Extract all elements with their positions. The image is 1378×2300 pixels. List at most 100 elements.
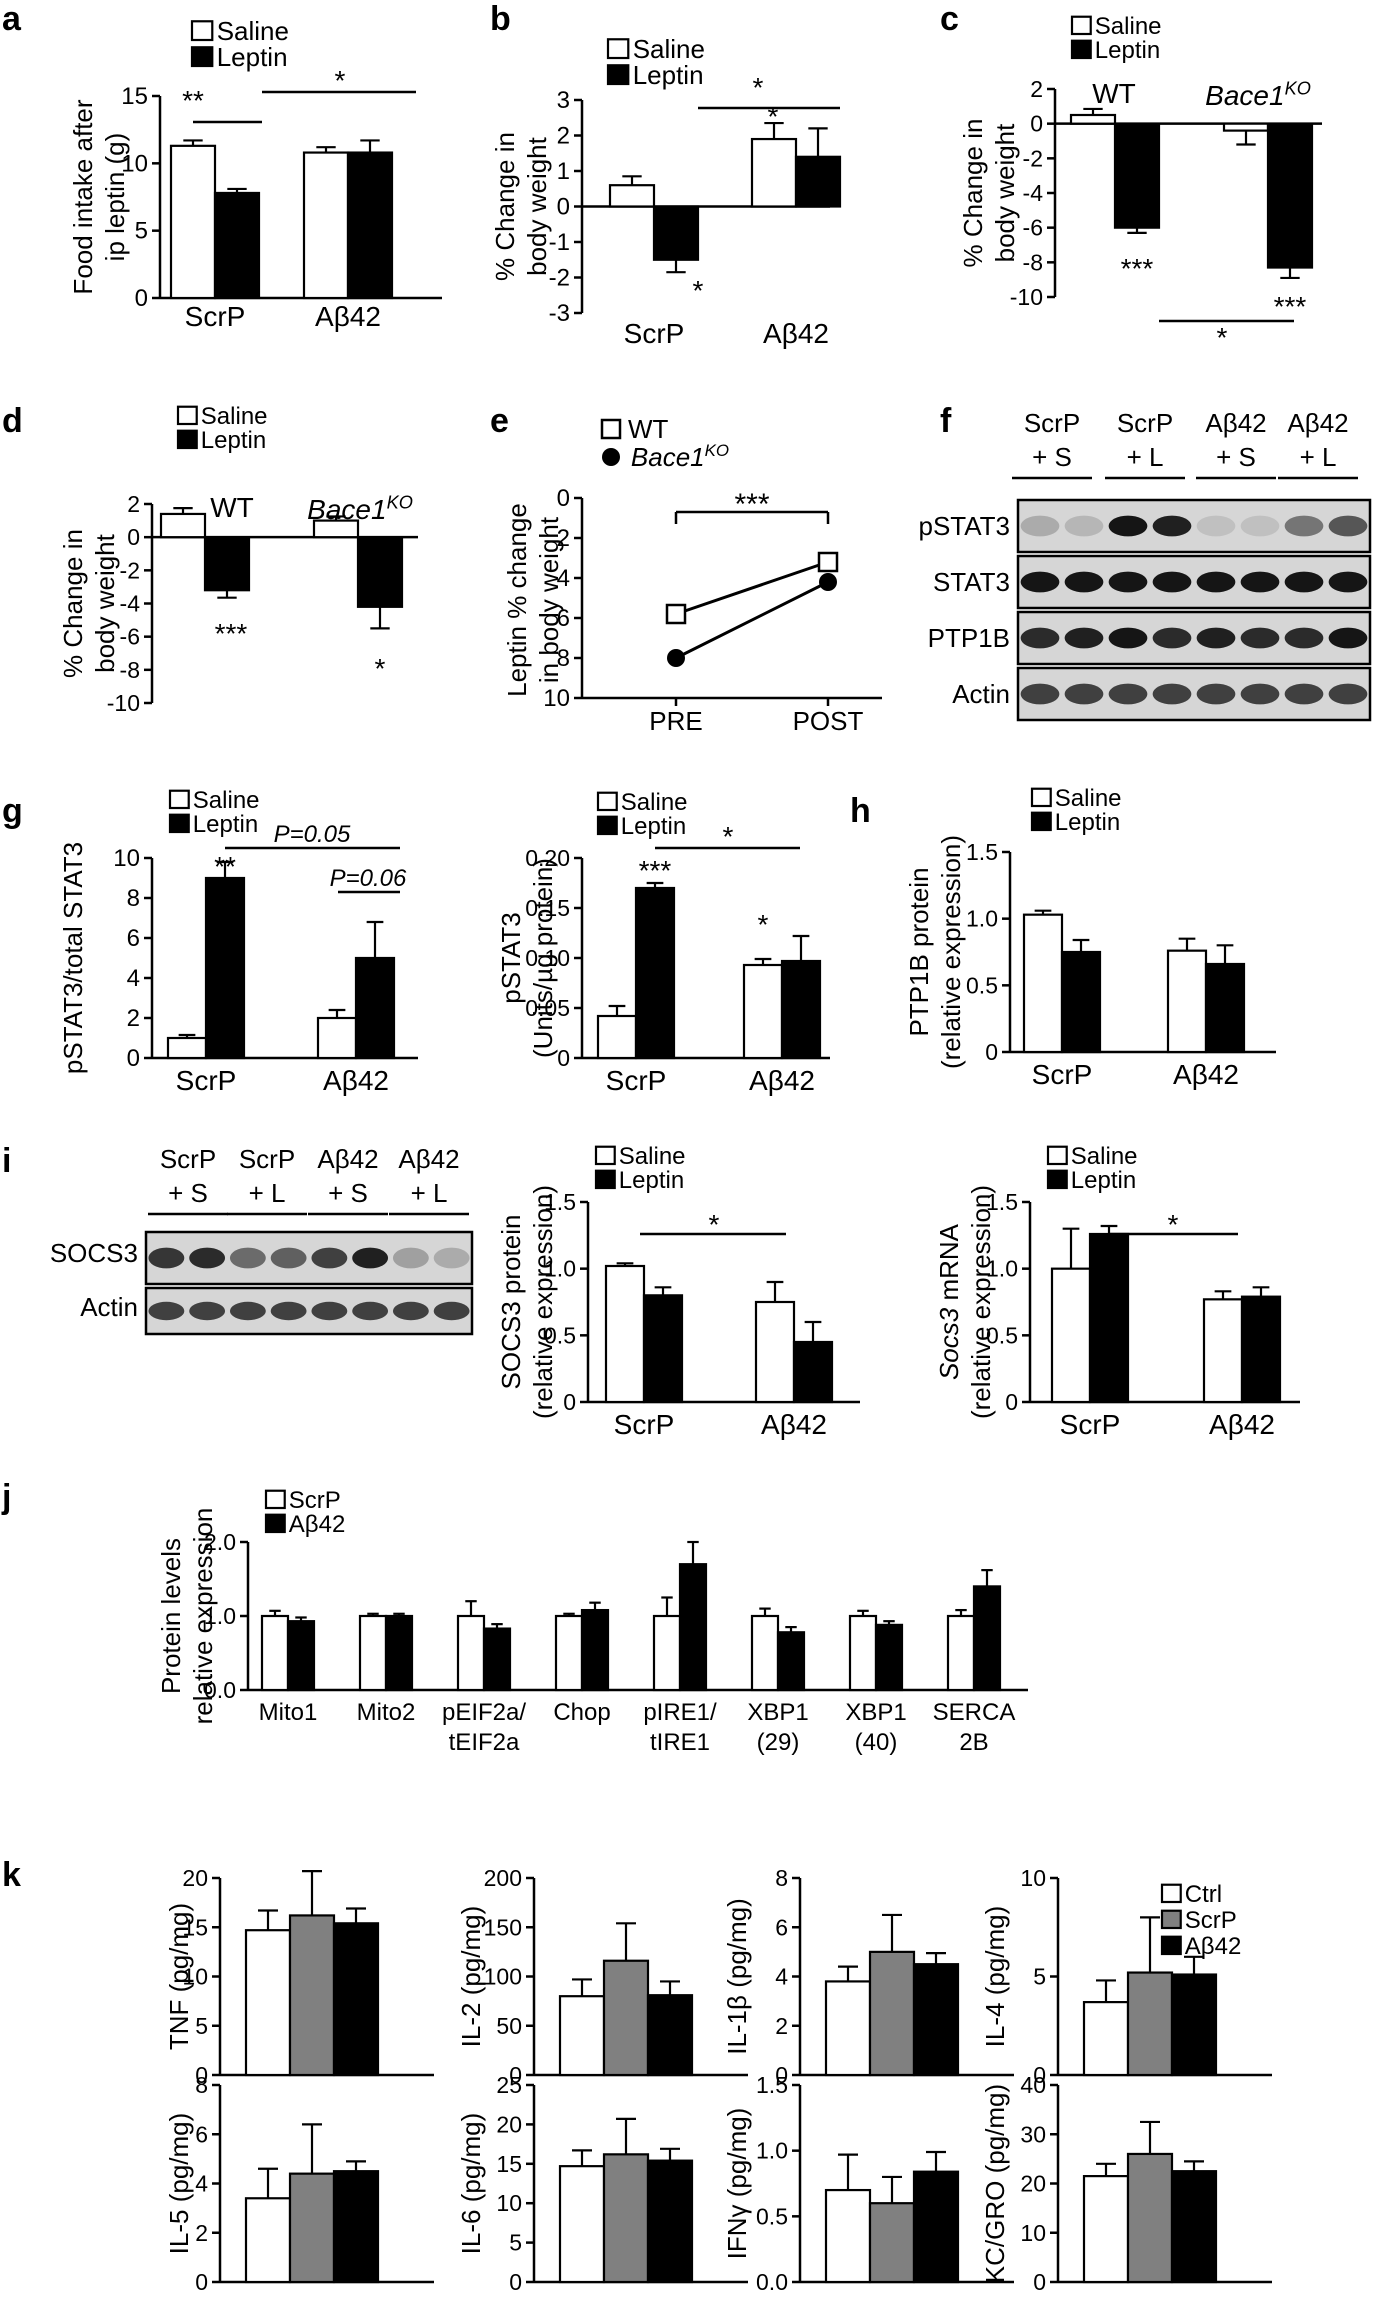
legend-swatch-saline xyxy=(1070,15,1092,36)
y-tick-label-i3: 1.0 xyxy=(986,1256,1018,1282)
panel-label-f: f xyxy=(940,402,952,440)
y-tick-label-d: -8 xyxy=(120,657,140,683)
y-tick-label-k8: 30 xyxy=(1020,2121,1046,2147)
bar-k1-a42 xyxy=(332,1922,380,2077)
legend-label-1: Leptin xyxy=(193,811,258,838)
blot-f-strip-band xyxy=(1020,571,1060,593)
panel-label-j: j xyxy=(1,1478,11,1516)
sig-star: * xyxy=(1217,322,1228,353)
y-tick-label-k8: 10 xyxy=(1020,2220,1046,2246)
y-tick-label-b: 3 xyxy=(557,87,570,114)
y-axis-label-i2: (relative expression) xyxy=(528,1185,558,1419)
y-tick-label-k6: 15 xyxy=(496,2151,522,2177)
y-axis-label-g2: (Units/µg protein) xyxy=(528,858,558,1058)
y-tick-label-h: 0.5 xyxy=(966,972,998,998)
y-tick-label-k8: 0 xyxy=(1033,2269,1046,2295)
legend-label-1: Leptin xyxy=(217,42,288,72)
y-tick-label-e: 10 xyxy=(543,685,570,712)
y-tick-label-i2: 1.0 xyxy=(544,1256,576,1282)
legend-swatch-saline xyxy=(1030,787,1052,808)
panel-label-h: h xyxy=(850,792,871,830)
bar-k4-a42 xyxy=(1170,1973,1218,2077)
x-category-label-b: ScrP xyxy=(624,318,685,349)
legend-swatch-saline xyxy=(1046,1145,1068,1166)
blot-f-strip-band xyxy=(1328,627,1368,649)
blot-i-strip-band xyxy=(352,1301,389,1321)
y-axis-label-k6: IL-6 (pg/mg) xyxy=(456,2113,486,2255)
y-tick-label-k3: 0 xyxy=(775,2062,788,2088)
y-tick-label-i3: 1.5 xyxy=(986,1189,1018,1215)
bar-i2-saline-1 xyxy=(754,1300,796,1404)
bar-k2-scrp xyxy=(602,1959,650,2077)
y-axis-label-a: ip leptin (g) xyxy=(100,133,130,262)
blot-f-strip-band xyxy=(1328,571,1368,593)
x-category-label-j: (40) xyxy=(855,1729,898,1756)
y-tick-label-a: 15 xyxy=(121,83,148,110)
blot-f-row-label: STAT3 xyxy=(933,567,1010,597)
y-tick-label-g2: 0.20 xyxy=(525,845,570,871)
x-category-label-a: Aβ42 xyxy=(315,301,381,332)
y-axis-label-k3: IL-1β (pg/mg) xyxy=(722,1898,752,2055)
point-bace1ko-0 xyxy=(667,649,685,667)
y-tick-label-j: 1.0 xyxy=(204,1603,236,1629)
y-tick-label-k2: 50 xyxy=(496,2013,522,2039)
blot-i-strip-band xyxy=(392,1247,429,1269)
y-tick-label-g1: 0 xyxy=(127,1045,140,1072)
y-tick-label-b: 1 xyxy=(557,158,570,185)
blot-i-treatment-label: + L xyxy=(411,1178,448,1208)
x-category-label-g2: Aβ42 xyxy=(749,1065,815,1096)
y-tick-label-g1: 4 xyxy=(127,965,140,992)
blot-i-strip-band xyxy=(311,1301,348,1321)
blot-f-lane-label: Aβ42 xyxy=(1205,408,1266,438)
bar-j-a42-5 xyxy=(776,1631,806,1692)
blot-f-strip-band xyxy=(1196,627,1236,649)
y-axis-label-k4: IL-4 (pg/mg) xyxy=(980,1906,1010,2048)
y-axis-label-h: PTP1B protein xyxy=(904,867,934,1036)
bar-g2-leptin-0 xyxy=(634,886,676,1060)
bar-k4-scrp xyxy=(1126,1971,1174,2077)
y-tick-label-c: -2 xyxy=(1023,145,1043,171)
bar-k7-scrp xyxy=(868,2202,916,2284)
y-tick-label-k1: 20 xyxy=(182,1865,208,1891)
bar-k6-a42 xyxy=(646,2159,694,2284)
bar-c-saline-0 xyxy=(1069,113,1117,125)
bar-b-leptin-0 xyxy=(652,205,700,261)
blot-i-lane-label: ScrP xyxy=(239,1144,295,1174)
bar-k7-ctrl xyxy=(824,2188,872,2284)
y-axis-label-k1: TNF (pg/mg) xyxy=(164,1903,194,2050)
legend-swatch-scrp xyxy=(264,1489,286,1510)
y-tick-label-b: -1 xyxy=(549,229,570,256)
bar-a-leptin-0 xyxy=(213,191,261,300)
blot-f-strip-band xyxy=(1284,683,1324,705)
blot-f-strip-band xyxy=(1240,571,1280,593)
panel-label-g: g xyxy=(2,792,23,830)
bar-c-leptin-1 xyxy=(1266,122,1314,269)
bar-d-leptin-1 xyxy=(356,536,404,608)
y-tick-label-j: 0.0 xyxy=(204,1677,236,1703)
bar-g1-leptin-0 xyxy=(204,876,246,1060)
y-tick-label-k2: 0 xyxy=(509,2062,522,2088)
legend-label-0: Saline xyxy=(1095,13,1162,40)
sig-star: *** xyxy=(215,618,248,649)
sig-star: * xyxy=(758,909,769,940)
x-category-label-i2: Aβ42 xyxy=(761,1409,827,1440)
y-tick-label-i3: 0.5 xyxy=(986,1322,1018,1348)
y-tick-label-k6: 20 xyxy=(496,2111,522,2137)
x-category-label-j: tIRE1 xyxy=(650,1729,710,1756)
blot-f-strip-band xyxy=(1020,683,1060,705)
x-category-label-j: XBP1 xyxy=(747,1699,808,1726)
sig-star: * xyxy=(1168,1209,1179,1240)
y-tick-label-a: 10 xyxy=(121,150,148,177)
bar-c-leptin-0 xyxy=(1113,122,1161,229)
y-axis-label-c: body weight xyxy=(990,123,1020,263)
x-category-label-h: ScrP xyxy=(1032,1059,1093,1090)
x-category-label-j: Mito1 xyxy=(259,1699,318,1726)
blot-i-strip-band xyxy=(311,1247,348,1269)
bar-k6-scrp xyxy=(602,2153,650,2284)
y-tick-label-g2: 0.10 xyxy=(525,945,570,971)
blot-f-strip-band xyxy=(1196,515,1236,537)
bar-k4-ctrl xyxy=(1082,2001,1130,2077)
y-tick-label-k7: 0.5 xyxy=(756,2203,788,2229)
y-tick-label-c: -8 xyxy=(1023,249,1043,275)
blot-f-strip-band xyxy=(1152,683,1192,705)
